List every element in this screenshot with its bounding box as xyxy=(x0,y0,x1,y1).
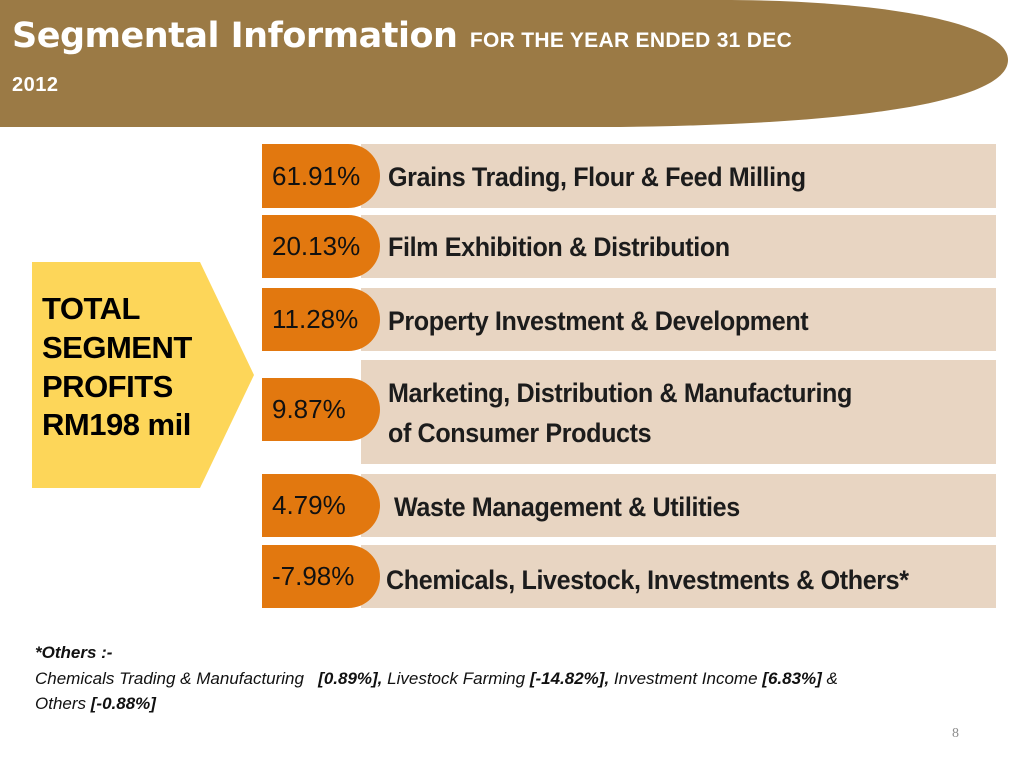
footnote-item-others: Others xyxy=(35,694,87,713)
page-title: Segmental Information xyxy=(12,16,458,56)
footnote-value-livestock: [-14.82%], xyxy=(529,668,610,688)
header-banner: Segmental Information FOR THE YEAR ENDED… xyxy=(0,0,1024,128)
segment-percent-property: 11.28% xyxy=(262,288,380,351)
footnote-line-1: Chemicals Trading & Manufacturing [0.89%… xyxy=(35,666,935,692)
footnote-item-investment: Investment Income xyxy=(613,668,758,688)
footnote-item-livestock: Livestock Farming xyxy=(387,668,526,688)
segment-label-consumer-line2: of Consumer Products xyxy=(388,418,652,448)
footnote-value-investment: [6.83%] xyxy=(762,668,822,688)
segment-bar-grains: Grains Trading, Flour & Feed Milling xyxy=(361,144,996,208)
total-segment-profits-callout: TOTAL SEGMENT PROFITS RM198 mil xyxy=(32,262,254,488)
segment-bar-property: Property Investment & Development xyxy=(361,288,996,351)
page-subtitle-year: 2012 xyxy=(12,74,59,96)
footnote-value-others: [-0.88%] xyxy=(90,694,156,713)
total-line-3: PROFITS xyxy=(42,368,173,404)
header-shape xyxy=(0,0,1008,127)
segment-percent-film: 20.13% xyxy=(262,215,380,278)
footnote-line-2: Others [-0.88%] xyxy=(35,691,935,717)
segment-bar-film: Film Exhibition & Distribution xyxy=(361,215,996,278)
footnote-value-chemicals: [0.89%], xyxy=(318,668,383,688)
total-line-2: SEGMENT xyxy=(42,329,192,365)
footnote-heading: *Others :- xyxy=(35,643,113,662)
segment-label-grains: Grains Trading, Flour & Feed Milling xyxy=(388,162,806,192)
segment-label-waste: Waste Management & Utilities xyxy=(394,492,740,522)
others-footnote: *Others :- Chemicals Trading & Manufactu… xyxy=(35,640,935,717)
segment-percent-consumer: 9.87% xyxy=(262,378,380,441)
total-line-1: TOTAL xyxy=(42,291,140,326)
segment-percent-waste: 4.79% xyxy=(262,474,380,537)
footnote-item-chemicals: Chemicals Trading & Manufacturing xyxy=(35,668,304,688)
segment-bar-others: Chemicals, Livestock, Investments & Othe… xyxy=(361,545,996,608)
total-line-4: RM198 mil xyxy=(42,407,191,443)
callout-arrow-shape xyxy=(32,262,254,488)
segment-percent-others: -7.98% xyxy=(262,545,380,608)
segment-bar-waste: Waste Management & Utilities xyxy=(361,474,996,537)
segment-label-film: Film Exhibition & Distribution xyxy=(388,232,730,262)
page-number: 8 xyxy=(952,726,959,741)
segment-percent-grains: 61.91% xyxy=(262,144,380,208)
segment-label-others: Chemicals, Livestock, Investments & Othe… xyxy=(386,565,909,595)
footnote-ampersand: & xyxy=(826,668,838,688)
page-subtitle: FOR THE YEAR ENDED 31 DEC xyxy=(469,29,793,52)
segment-bar-consumer: Marketing, Distribution & Manufacturing … xyxy=(361,360,996,464)
segment-label-consumer: Marketing, Distribution & Manufacturing xyxy=(388,378,852,408)
segment-label-property: Property Investment & Development xyxy=(388,306,809,336)
title-line: Segmental Information FOR THE YEAR ENDED… xyxy=(12,16,1012,56)
total-segment-profits-text: TOTAL SEGMENT PROFITS RM198 mil xyxy=(42,290,222,445)
